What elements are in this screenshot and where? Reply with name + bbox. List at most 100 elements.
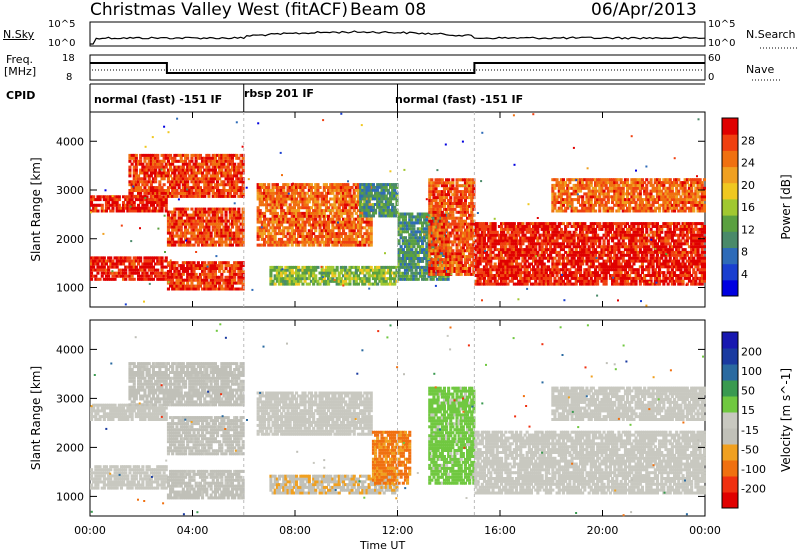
echo-cell — [169, 243, 173, 247]
echo-cell — [139, 191, 143, 195]
echo-cell — [463, 240, 467, 244]
echo-cell — [181, 269, 185, 273]
echo-cell — [425, 233, 429, 237]
echo-cell — [410, 227, 414, 231]
echo-cell — [542, 236, 546, 240]
echo-cell — [301, 271, 305, 275]
echo-cell — [324, 214, 328, 218]
echo-cell — [374, 211, 378, 215]
echo-cell — [504, 248, 508, 252]
echo-cell — [468, 255, 472, 259]
echo-cell — [410, 251, 414, 254]
echo-cell — [205, 272, 209, 276]
echo-cell — [517, 248, 521, 252]
echo-cell — [134, 209, 138, 213]
echo-cell — [430, 210, 434, 214]
echo-cell — [525, 250, 529, 254]
echo-cell — [309, 232, 313, 236]
echo-cell — [374, 271, 378, 275]
echo-cell — [401, 218, 405, 222]
echo-cell — [468, 246, 472, 250]
echo-cell — [440, 213, 444, 217]
noise-left-tick-top: 10^5 — [48, 19, 76, 30]
echo-cell — [428, 202, 432, 205]
echo-cell — [401, 236, 405, 240]
echo-cell — [324, 183, 328, 187]
echo-cell — [218, 281, 222, 285]
echo-cell — [512, 259, 516, 263]
echo-cell — [432, 228, 436, 232]
echo-cell — [425, 251, 429, 254]
echo-cell — [224, 231, 228, 235]
echo-cell — [521, 222, 525, 226]
echo-cell — [260, 235, 264, 238]
echo-cell — [239, 281, 243, 285]
echo-cell — [418, 227, 422, 231]
echo-cell — [534, 256, 538, 260]
echo-cell — [540, 225, 544, 228]
echo-cell — [194, 287, 198, 291]
echo-cell — [203, 234, 207, 238]
echo-cell — [361, 243, 365, 247]
echo-cell — [213, 191, 217, 195]
echo-cell — [318, 203, 322, 207]
echo-cell — [156, 171, 160, 175]
echo-cell — [295, 188, 299, 192]
echo-cell — [446, 274, 450, 278]
echo-cell — [181, 153, 185, 157]
echo-cell — [126, 274, 130, 278]
echo-cell — [442, 258, 446, 262]
echo-cell — [305, 265, 309, 269]
echo-cell — [198, 191, 202, 195]
echo-cell — [173, 281, 177, 285]
echo-cell — [342, 188, 346, 192]
echo-cell — [378, 268, 382, 272]
echo-cell — [314, 277, 318, 281]
echo-cell — [476, 268, 480, 272]
echo-cell — [156, 256, 160, 260]
echo-cell — [428, 243, 432, 247]
echo-cell — [190, 216, 194, 220]
echo-cell — [399, 245, 403, 249]
echo-cell — [109, 271, 113, 275]
echo-cell — [468, 184, 472, 188]
echo-cell — [500, 248, 504, 252]
echo-cell — [478, 248, 482, 252]
echo-cell — [139, 153, 143, 157]
echo-cell — [538, 276, 542, 280]
echo-cell — [237, 162, 241, 166]
echo-cell — [436, 202, 440, 205]
echo-cell — [132, 194, 136, 198]
echo-cell — [529, 248, 533, 252]
echo-cell — [117, 209, 121, 213]
date-label: 06/Apr/2013 — [591, 0, 697, 20]
echo-cell — [329, 237, 333, 241]
echo-cell — [344, 186, 348, 189]
echo-cell — [455, 216, 459, 220]
echo-cell — [312, 194, 316, 198]
echo-cell — [445, 249, 449, 253]
echo-cell — [141, 189, 145, 192]
echo-cell — [192, 171, 196, 175]
echo-cell — [196, 222, 200, 226]
echo-cell — [179, 272, 183, 276]
echo-cell — [451, 255, 455, 259]
echo-cell — [273, 220, 277, 224]
echo-cell — [184, 159, 188, 163]
echo-cell — [192, 278, 196, 282]
echo-cell — [154, 153, 158, 157]
echo-cell — [470, 216, 474, 220]
echo-cell — [226, 237, 230, 241]
echo-cell — [177, 165, 181, 169]
echo-cell — [327, 277, 331, 281]
echo-cell — [361, 220, 365, 224]
echo-cell — [322, 217, 326, 221]
echo-cell — [384, 279, 388, 283]
echo-cell — [476, 262, 480, 266]
echo-cell — [314, 206, 318, 210]
echo-cell — [542, 276, 546, 280]
echo-cell — [196, 243, 200, 247]
echo-cell — [440, 264, 444, 267]
echo-cell — [399, 233, 403, 237]
echo-cell — [397, 224, 401, 228]
